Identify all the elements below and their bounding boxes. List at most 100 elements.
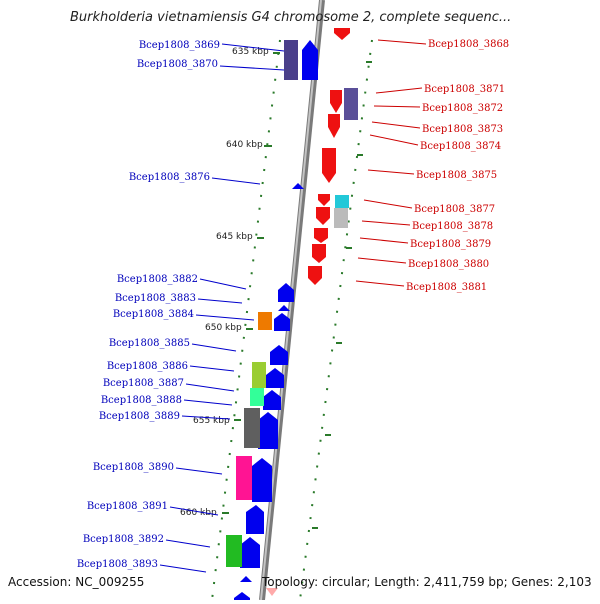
forward-gene-arrow[interactable]: [240, 576, 252, 582]
label-connector: [377, 39, 427, 45]
label-connector: [211, 177, 261, 185]
reverse-strand-genes: [266, 28, 358, 596]
gene-label-3882[interactable]: Bcep1808_3882: [117, 274, 198, 285]
gene-label-3891[interactable]: Bcep1808_3891: [87, 501, 168, 512]
label-connector: [189, 365, 235, 372]
reverse-gene-arrow[interactable]: [334, 28, 350, 40]
gene-label-3872[interactable]: Bcep1808_3872: [422, 103, 503, 114]
label-connector: [221, 43, 285, 52]
gene-label-3887[interactable]: Bcep1808_3887: [103, 378, 184, 389]
label-connector: [195, 314, 255, 321]
reverse-gene-arrow[interactable]: [316, 207, 330, 225]
gene-label-3876[interactable]: Bcep1808_3876: [129, 172, 210, 183]
forward-strand-genes: [226, 40, 318, 600]
reverse-gene-colored[interactable]: [334, 208, 348, 228]
reverse-label-connectors: [355, 39, 427, 287]
forward-label-connectors: [159, 43, 285, 573]
forward-gene-arrow[interactable]: [258, 412, 278, 449]
scale-label: 645 kbp: [216, 232, 253, 242]
label-connector: [357, 257, 407, 264]
forward-gene-arrow[interactable]: [252, 458, 272, 502]
gene-label-3885[interactable]: Bcep1808_3885: [109, 338, 190, 349]
forward-gene-arrow[interactable]: [240, 537, 260, 568]
gene-label-3879[interactable]: Bcep1808_3879: [410, 239, 491, 250]
gene-label-3875[interactable]: Bcep1808_3875: [416, 170, 497, 181]
label-connector: [355, 280, 405, 287]
label-connector: [165, 539, 211, 548]
reverse-gene-colored[interactable]: [344, 88, 358, 120]
gene-label-3871[interactable]: Bcep1808_3871: [424, 84, 505, 95]
label-connector: [367, 169, 415, 175]
gene-label-3868[interactable]: Bcep1808_3868: [428, 39, 509, 50]
forward-gene-arrow[interactable]: [263, 390, 281, 410]
sequence-stats: Topology: circular; Length: 2,411,759 bp…: [262, 575, 592, 589]
label-connector: [361, 220, 411, 226]
forward-gene-colored[interactable]: [236, 456, 252, 500]
accession-label: Accession: NC_009255: [8, 575, 145, 589]
scale-label: 635 kbp: [232, 47, 269, 57]
forward-gene-arrow[interactable]: [278, 283, 294, 302]
gene-label-3888[interactable]: Bcep1808_3888: [101, 395, 182, 406]
forward-gene-arrow[interactable]: [246, 505, 264, 534]
forward-gene-arrow[interactable]: [278, 305, 290, 311]
reverse-gene-arrow[interactable]: [322, 148, 336, 183]
forward-gene-labels: Bcep1808_3869 Bcep1808_3870 Bcep1808_387…: [77, 40, 220, 570]
gene-label-3881[interactable]: Bcep1808_3881: [406, 282, 487, 293]
label-connector: [219, 65, 285, 71]
gene-label-3878[interactable]: Bcep1808_3878: [412, 221, 493, 232]
forward-gene-arrow[interactable]: [234, 592, 250, 600]
label-connector: [183, 399, 233, 406]
forward-gene-arrow[interactable]: [274, 313, 290, 331]
label-connector: [369, 134, 419, 146]
reverse-gene-arrow[interactable]: [312, 244, 326, 263]
reverse-gene-arrow[interactable]: [318, 194, 330, 206]
scale-label: 650 kbp: [205, 323, 242, 333]
label-connector: [373, 105, 421, 108]
gene-label-3877[interactable]: Bcep1808_3877: [414, 204, 495, 215]
reverse-gene-labels: Bcep1808_3868 Bcep1808_3871 Bcep1808_387…: [406, 39, 509, 293]
gene-label-3870[interactable]: Bcep1808_3870: [137, 59, 218, 70]
gene-label-3893[interactable]: Bcep1808_3893: [77, 559, 158, 570]
forward-gene-arrow[interactable]: [302, 40, 318, 80]
gene-label-3883[interactable]: Bcep1808_3883: [115, 293, 196, 304]
label-connector: [191, 343, 237, 352]
gene-label-3873[interactable]: Bcep1808_3873: [422, 124, 503, 135]
forward-gene-colored[interactable]: [284, 40, 298, 80]
gene-label-3889[interactable]: Bcep1808_3889: [99, 411, 180, 422]
label-connector: [371, 121, 421, 129]
scale-ticks: [222, 52, 372, 529]
forward-gene-colored[interactable]: [250, 388, 264, 406]
gene-label-3886[interactable]: Bcep1808_3886: [107, 361, 188, 372]
forward-gene-arrow[interactable]: [270, 345, 288, 365]
label-connector: [363, 199, 413, 209]
forward-gene-arrow[interactable]: [292, 183, 304, 189]
label-connector: [159, 564, 207, 573]
reverse-gene-arrow[interactable]: [330, 90, 342, 113]
gene-label-3890[interactable]: Bcep1808_3890: [93, 462, 174, 473]
scale-label: 660 kbp: [180, 508, 217, 518]
label-connector: [197, 298, 243, 304]
label-connector: [185, 383, 235, 392]
forward-gene-colored[interactable]: [244, 408, 260, 448]
reverse-gene-arrow[interactable]: [314, 228, 328, 243]
scale-label: 640 kbp: [226, 140, 263, 150]
reverse-gene-colored[interactable]: [335, 195, 349, 208]
label-connector: [375, 87, 423, 94]
reverse-gene-arrow[interactable]: [308, 266, 322, 285]
gene-label-3880[interactable]: Bcep1808_3880: [408, 259, 489, 270]
forward-gene-arrow[interactable]: [266, 368, 284, 388]
gene-label-3874[interactable]: Bcep1808_3874: [420, 141, 501, 152]
label-connector: [169, 506, 219, 516]
label-connector: [175, 467, 223, 475]
reverse-gene-arrow[interactable]: [266, 588, 278, 596]
forward-gene-colored[interactable]: [226, 535, 242, 567]
gene-label-3884[interactable]: Bcep1808_3884: [113, 309, 194, 320]
forward-gene-colored[interactable]: [252, 362, 266, 388]
reverse-gene-arrow[interactable]: [328, 114, 340, 138]
gene-label-3869[interactable]: Bcep1808_3869: [139, 40, 220, 51]
scale-label: 655 kbp: [193, 416, 230, 426]
forward-gene-colored[interactable]: [258, 312, 272, 330]
scale-labels: 635 kbp 640 kbp 645 kbp 650 kbp 655 kbp …: [180, 47, 269, 518]
gene-label-3892[interactable]: Bcep1808_3892: [83, 534, 164, 545]
